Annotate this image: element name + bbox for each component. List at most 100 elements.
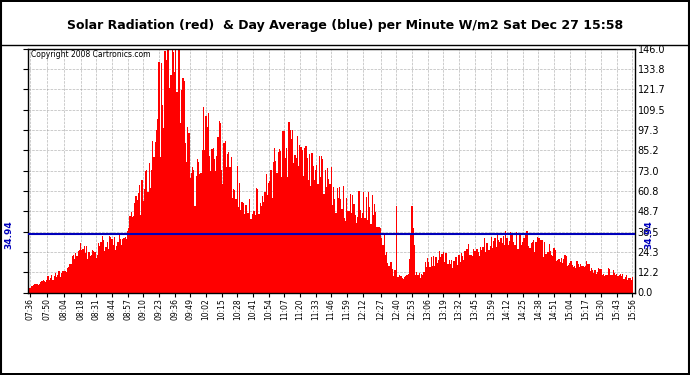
Bar	[523, 238, 524, 292]
Bar	[314, 180, 315, 292]
Bar	[578, 264, 579, 292]
Bar	[161, 63, 162, 292]
Bar	[324, 170, 326, 292]
Bar	[132, 217, 133, 292]
Bar	[428, 262, 429, 292]
Bar	[627, 280, 628, 292]
Bar	[489, 250, 490, 292]
Bar	[267, 195, 268, 292]
Bar	[532, 242, 533, 292]
Bar	[101, 236, 103, 292]
Bar	[466, 249, 468, 292]
Bar	[375, 212, 376, 292]
Bar	[382, 244, 384, 292]
Bar	[346, 198, 348, 292]
Bar	[302, 150, 303, 292]
Bar	[623, 279, 624, 292]
Bar	[140, 215, 141, 292]
Bar	[397, 277, 398, 292]
Bar	[130, 212, 132, 292]
Bar	[533, 240, 534, 292]
Bar	[446, 253, 447, 292]
Bar	[255, 216, 256, 292]
Bar	[322, 159, 324, 292]
Bar	[534, 252, 535, 292]
Bar	[41, 281, 43, 292]
Bar	[246, 205, 248, 292]
Bar	[35, 284, 37, 292]
Bar	[288, 122, 290, 292]
Bar	[384, 233, 385, 292]
Bar	[143, 201, 144, 292]
Bar	[448, 260, 450, 292]
Bar	[204, 150, 206, 292]
Bar	[162, 105, 163, 292]
Bar	[480, 247, 481, 292]
Bar	[245, 205, 246, 292]
Bar	[184, 81, 185, 292]
Bar	[98, 243, 99, 292]
Bar	[169, 88, 170, 292]
Bar	[328, 179, 329, 292]
Bar	[342, 209, 343, 292]
Bar	[297, 136, 298, 292]
Bar	[262, 196, 263, 292]
Bar	[620, 274, 621, 292]
Bar	[167, 49, 168, 292]
Bar	[256, 188, 257, 292]
Bar	[52, 280, 54, 292]
Bar	[186, 162, 187, 292]
Bar	[368, 192, 369, 292]
Bar	[585, 266, 586, 292]
Bar	[576, 261, 578, 292]
Bar	[531, 243, 532, 292]
Bar	[85, 253, 86, 292]
Bar	[475, 251, 476, 292]
Bar	[573, 267, 574, 292]
Bar	[90, 256, 91, 292]
Bar	[613, 273, 615, 292]
Bar	[229, 167, 230, 292]
Bar	[626, 275, 627, 292]
Bar	[545, 254, 546, 292]
Bar	[439, 251, 440, 292]
Bar	[607, 275, 608, 292]
Bar	[82, 249, 83, 292]
Bar	[590, 272, 591, 292]
Bar	[151, 170, 152, 292]
Bar	[264, 192, 266, 292]
Bar	[97, 255, 98, 292]
Bar	[405, 276, 406, 292]
Bar	[40, 282, 41, 292]
Bar	[616, 274, 618, 292]
Bar	[290, 130, 291, 292]
Bar	[172, 52, 174, 292]
Bar	[316, 165, 317, 292]
Bar	[484, 238, 485, 292]
Bar	[553, 248, 555, 292]
Bar	[503, 236, 504, 292]
Bar	[563, 259, 564, 292]
Bar	[416, 272, 417, 292]
Bar	[51, 274, 52, 292]
Bar	[303, 176, 304, 292]
Bar	[575, 268, 576, 292]
Bar	[410, 234, 411, 292]
Bar	[381, 238, 382, 292]
Bar	[343, 186, 344, 292]
Bar	[348, 211, 350, 292]
Bar	[66, 272, 67, 292]
Bar	[116, 246, 117, 292]
Bar	[222, 184, 224, 292]
Bar	[519, 233, 520, 292]
Bar	[392, 269, 393, 292]
Bar	[404, 278, 405, 292]
Bar	[434, 266, 435, 292]
Bar	[127, 231, 128, 292]
Bar	[280, 151, 282, 292]
Bar	[438, 260, 439, 292]
Bar	[81, 249, 82, 292]
Bar	[337, 188, 338, 292]
Bar	[504, 245, 505, 292]
Bar	[420, 278, 421, 292]
